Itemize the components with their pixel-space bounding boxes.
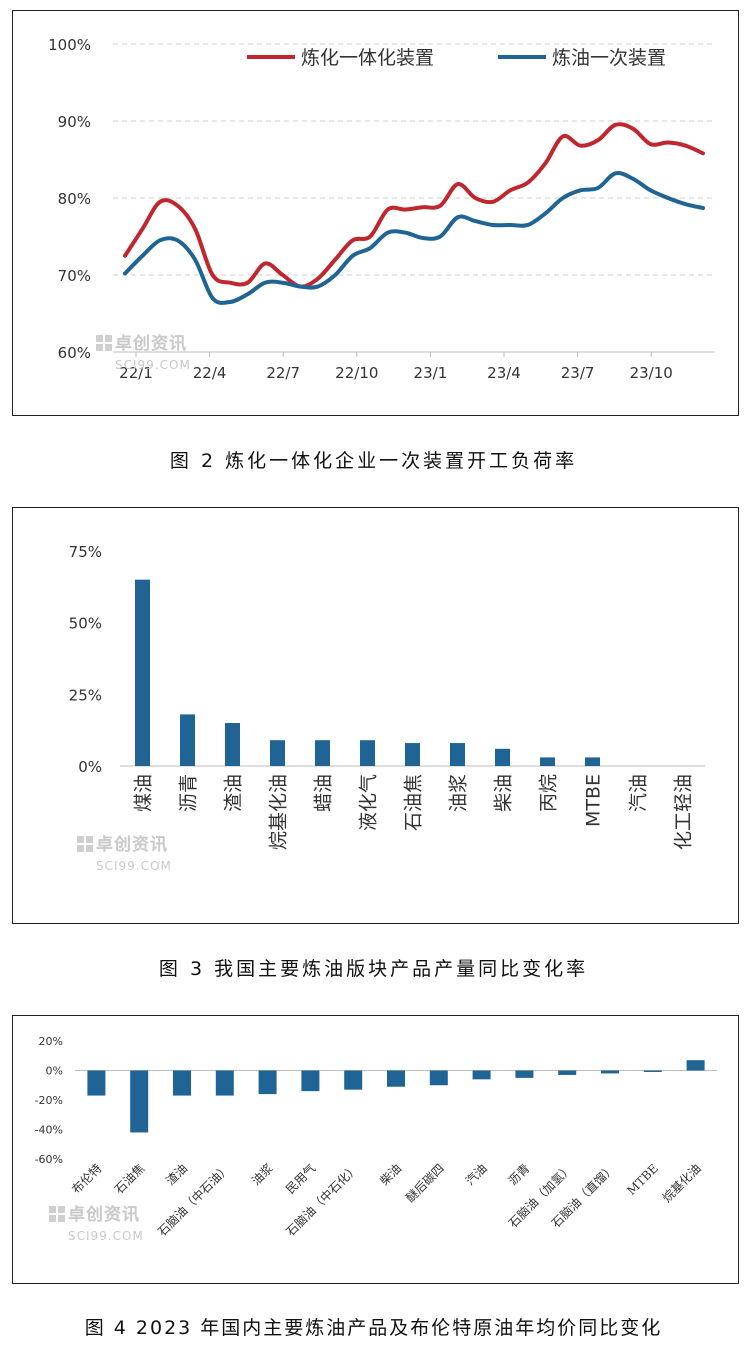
x-tick-label: 化工轻油 — [673, 774, 695, 850]
bar — [360, 740, 375, 766]
bar — [643, 1070, 662, 1072]
y-tick-label: 60% — [58, 344, 91, 362]
bar — [180, 714, 195, 766]
bar — [515, 1070, 534, 1078]
bar — [130, 1070, 149, 1133]
x-tick-label: 油浆 — [448, 774, 470, 812]
bar — [495, 748, 510, 766]
x-tick-label: 22/4 — [193, 364, 227, 382]
bar — [472, 1070, 491, 1080]
y-tick-label: 0% — [46, 1065, 63, 1078]
bar — [225, 723, 240, 766]
bar — [686, 1060, 705, 1071]
x-tick-label: MTBE — [583, 774, 605, 827]
y-tick-label: 75% — [69, 543, 102, 561]
legend-label: 炼油一次装置 — [552, 47, 666, 69]
bar — [585, 757, 600, 766]
x-tick-label: 民用气 — [282, 1161, 318, 1197]
y-tick-label: 25% — [69, 686, 102, 704]
x-tick-label: 23/4 — [487, 364, 521, 382]
bar — [601, 1070, 619, 1074]
x-tick-label: 沥青 — [506, 1161, 533, 1188]
line-chart-panel: 60% 70% 80% 90% 100% 22/1 22/4 22/7 22/10 23/1 23/… — [12, 10, 739, 416]
bar — [270, 740, 285, 766]
figure-caption: 图 4 2023 年国内主要炼油产品及布伦特原油年均价同比变化 — [84, 1317, 663, 1339]
x-tick-label: 醚后碳四 — [403, 1161, 447, 1205]
y-tick-label: 70% — [58, 267, 91, 285]
y-tick-label: 80% — [58, 190, 91, 208]
bar — [450, 743, 465, 766]
diverging-bar-chart-panel: -60% -40% -20% 0% 20% 布伦特 石油焦 渣油 石脑油（中石油） 油浆 民用气 石脑… — [12, 1015, 739, 1284]
x-tick-label: 液化气 — [358, 774, 380, 831]
x-tick-label: 22/1 — [119, 364, 153, 382]
figure-caption: 图 2 炼化一体化企业一次装置开工负荷率 — [169, 450, 578, 472]
x-tick-label: 汽油 — [628, 774, 650, 812]
bar — [315, 740, 330, 766]
x-tick-label: 煤油 — [133, 774, 155, 812]
bar — [135, 579, 150, 766]
bar — [429, 1070, 448, 1086]
x-tick-label: 22/7 — [266, 364, 300, 382]
x-tick-label: 渣油 — [163, 1161, 190, 1188]
y-tick-label: 50% — [69, 615, 102, 633]
x-tick-label: 沥青 — [178, 774, 200, 812]
y-tick-label: -40% — [35, 1124, 63, 1137]
legend-label: 炼化一体化装置 — [301, 47, 434, 69]
x-tick-label: 汽油 — [462, 1161, 490, 1189]
x-tick-label: 油浆 — [248, 1161, 276, 1189]
x-tick-label: 烷基化油 — [660, 1161, 704, 1205]
y-tick-label: 100% — [48, 36, 91, 54]
figure-caption: 图 3 我国主要炼油版块产品产量同比变化率 — [158, 958, 589, 980]
x-tick-label: 23/1 — [414, 364, 448, 382]
x-tick-label: 渣油 — [223, 774, 245, 812]
bar — [344, 1070, 363, 1090]
bar — [87, 1070, 106, 1096]
x-tick-label: 蜡油 — [313, 774, 335, 812]
x-tick-label: 石油焦 — [112, 1161, 147, 1196]
x-tick-label: 烷基化油 — [268, 774, 290, 850]
x-tick-label: 石脑油（中石油） — [154, 1161, 232, 1239]
bar — [540, 757, 555, 766]
x-tick-label: 丙烷 — [538, 774, 560, 812]
bar-chart-panel: 0% 25% 50% 75% 煤油 沥青 渣油 烷基化油 蜡油 液化气 石油焦 油浆 柴油 丙烷 MTBE 汽… — [12, 507, 739, 924]
y-tick-label: -60% — [35, 1153, 63, 1166]
bar — [405, 743, 420, 766]
bar — [258, 1070, 277, 1095]
x-tick-label: MTBE — [624, 1161, 661, 1198]
x-tick-label: 石油焦 — [403, 774, 425, 831]
y-tick-label: 20% — [39, 1035, 63, 1048]
y-tick-label: -20% — [35, 1094, 63, 1107]
x-tick-label: 柴油 — [493, 774, 515, 812]
bar — [558, 1070, 577, 1075]
bar — [387, 1070, 405, 1087]
y-tick-label: 0% — [78, 758, 102, 776]
x-tick-label: 22/10 — [335, 364, 378, 382]
y-tick-label: 90% — [58, 113, 91, 131]
series-line — [123, 122, 705, 289]
x-tick-label: 23/10 — [630, 364, 673, 382]
bar-chart: 0% 25% 50% 75% 煤油 沥青 渣油 烷基化油 蜡油 液化气 石油焦 油浆 柴油 丙烷 MTBE 汽… — [69, 543, 705, 850]
line-chart: 60% 70% 80% 90% 100% 22/1 22/4 22/7 22/10 23/1 23/… — [48, 36, 715, 382]
bar — [301, 1070, 320, 1092]
bar — [215, 1070, 234, 1096]
x-tick-label: 布伦特 — [68, 1161, 104, 1197]
x-tick-label: 柴油 — [377, 1161, 404, 1188]
x-tick-label: 23/7 — [561, 364, 595, 382]
x-tick-label: 石脑油（中石化） — [283, 1161, 361, 1239]
bar — [173, 1070, 191, 1096]
series-line — [123, 171, 705, 305]
